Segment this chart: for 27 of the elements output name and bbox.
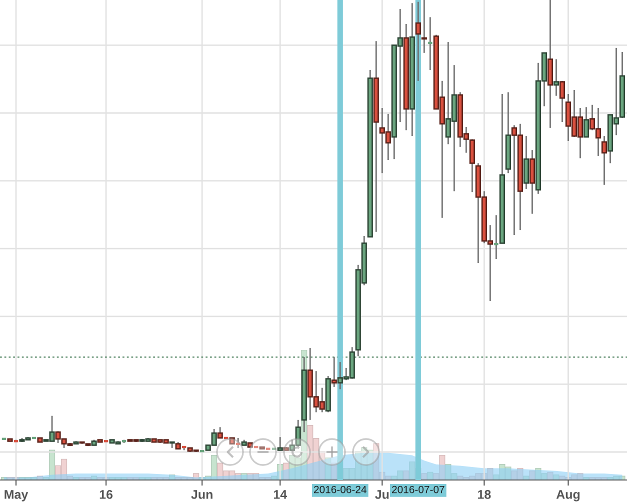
ref-line-label: 2016-06-24 [314,486,366,494]
ref-line-label: 2016-07-07 [392,486,444,494]
bar [547,472,554,480]
candlestick [559,80,566,123]
bar [283,462,290,480]
candlestick [421,0,427,54]
bar [529,470,536,480]
candlestick [553,58,560,97]
x-tick-label: 18 [478,490,491,499]
bar [325,458,332,480]
bar [427,472,434,480]
x-tick-label: May [4,490,28,502]
bar [403,470,410,480]
candlestick [583,106,590,138]
candlestick [601,135,608,186]
bar [241,473,248,480]
x-tick-label: Jun [191,490,212,499]
x-tick-label: 16 [100,490,113,499]
x-tick-label: 14 [274,490,287,499]
x-tick-label: Ju [375,490,389,499]
bar [169,474,176,480]
candlestick [529,149,536,214]
candlestick [415,1,421,82]
x-tick-label: Aug [556,490,580,502]
bar [553,474,560,480]
candlestick [331,356,337,388]
candlestick [523,135,530,190]
